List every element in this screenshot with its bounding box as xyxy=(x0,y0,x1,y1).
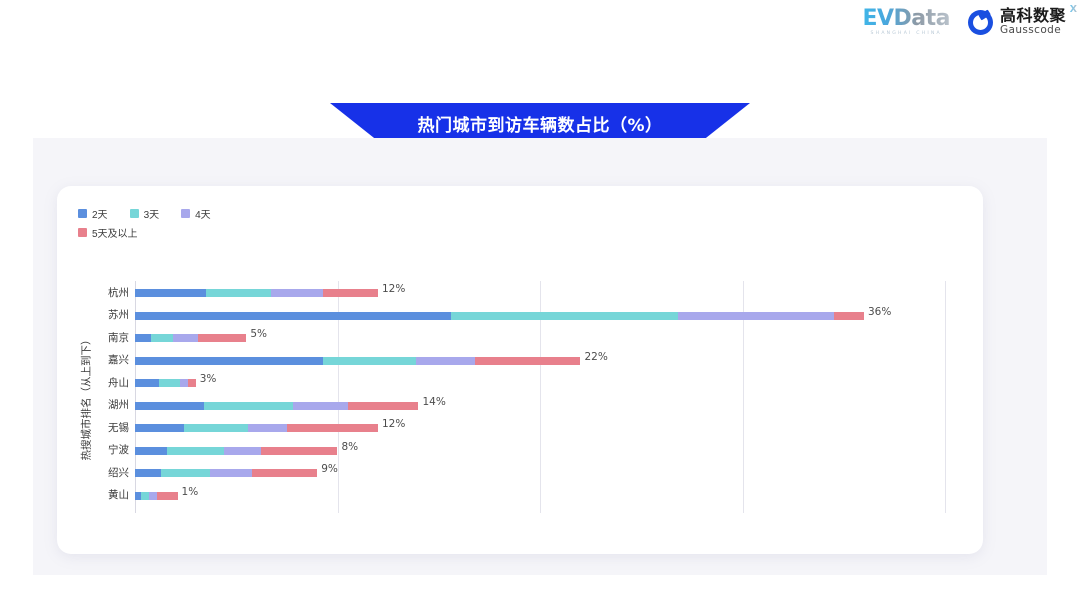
page-title: 热门城市到访车辆数占比（%） xyxy=(417,115,663,136)
gausscode-name-cn: 高科数聚 xyxy=(999,7,1066,25)
chart-card xyxy=(57,186,983,554)
legend-label: 2天 xyxy=(92,210,108,221)
brand-logos: EVData x SHANGHAI CHINA 高科数聚 Gausscode xyxy=(862,1,1077,37)
gausscode-text: 高科数聚 Gausscode xyxy=(999,7,1066,37)
gausscode-mark-icon xyxy=(967,9,993,35)
legend-swatch-icon xyxy=(78,209,87,218)
title-ribbon: 热门城市到访车辆数占比（%） xyxy=(330,103,750,143)
gausscode-name-en: Gausscode xyxy=(999,24,1062,37)
ribbon-shape xyxy=(330,103,750,143)
evdata-logo: EVData x SHANGHAI CHINA xyxy=(862,1,1077,37)
legend-label: 5天及以上 xyxy=(92,229,138,240)
evdata-tagline: SHANGHAI CHINA xyxy=(870,31,942,36)
legend-swatch-icon xyxy=(129,209,139,218)
legend-item-4天[interactable]: 4天 xyxy=(181,206,211,221)
legend-item-3天[interactable]: 3天 xyxy=(129,206,160,221)
legend-swatch-icon xyxy=(78,228,87,237)
chart-legend: 2天 3天 4天 5天及以上 xyxy=(78,206,398,244)
legend-swatch-icon xyxy=(181,209,191,218)
legend-item-2天[interactable]: 2天 xyxy=(78,206,108,221)
legend-item-5天及以上[interactable]: 5天及以上 xyxy=(78,225,138,240)
gausscode-logo: 高科数聚 Gausscode xyxy=(967,7,1066,37)
legend-label: 3天 xyxy=(143,210,160,221)
evdata-wordmark: EVData xyxy=(862,6,950,31)
legend-label: 4天 xyxy=(195,210,211,221)
evdata-x-icon: x xyxy=(1069,0,1077,15)
brand-bar: EVData x SHANGHAI CHINA 高科数聚 Gausscode xyxy=(0,0,1080,52)
